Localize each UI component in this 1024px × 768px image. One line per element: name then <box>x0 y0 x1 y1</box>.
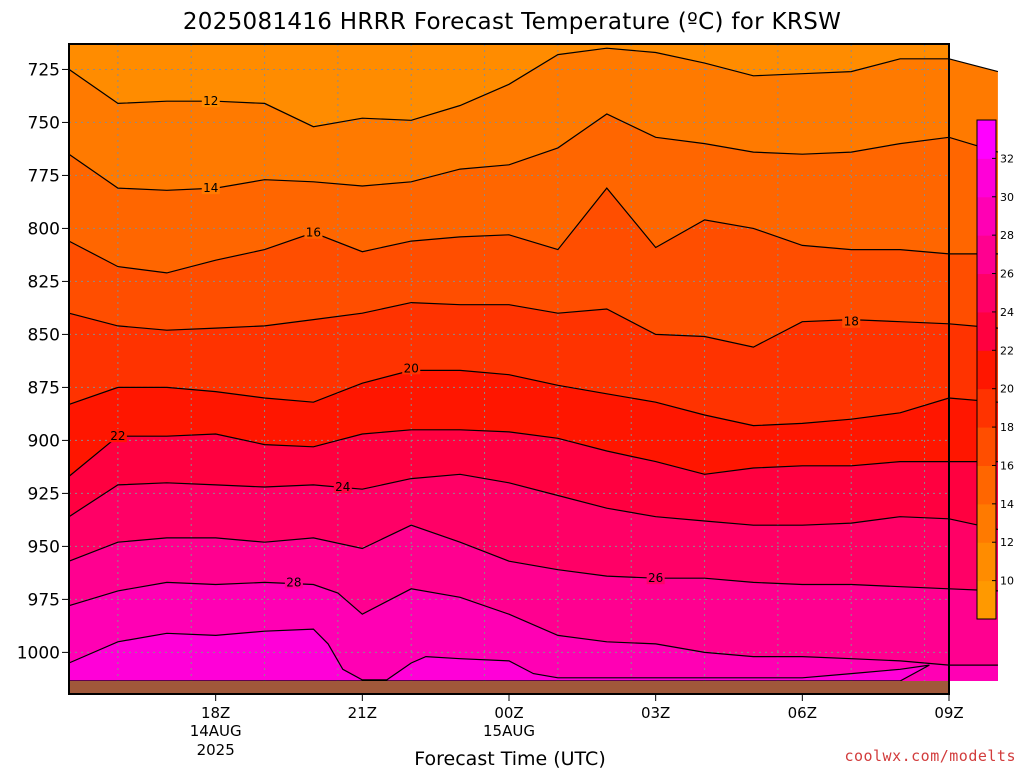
contour-label-bg <box>842 314 861 328</box>
contour-label-22: 22 <box>110 429 125 443</box>
colorbar-label: 26 <box>1000 268 1014 281</box>
colorbar-label: 12 <box>1000 536 1014 549</box>
contour-label-bg <box>646 571 665 585</box>
x-tick-label: 03Z <box>641 704 670 722</box>
credit-text: coolwx.com/modelts <box>844 747 1016 765</box>
contour-line-14 <box>68 113 999 191</box>
contour-lines: 12 14 16 18 20 22 24 26 28 <box>68 47 999 682</box>
x-tick-date: 15AUG <box>483 722 535 740</box>
colorbar-segment <box>977 311 996 351</box>
colorbar-segment <box>977 350 996 390</box>
y-tick-label: 925 <box>28 484 60 504</box>
contour-line-20 <box>68 369 998 427</box>
colorbar-label: 10 <box>1000 575 1014 588</box>
colorbar: 10 12 14 16 18 20 22 24 26 28 30 32 <box>976 119 1014 620</box>
colorbar-label: 22 <box>1000 344 1014 357</box>
y-tick-label: 800 <box>28 219 60 239</box>
colorbar-segment <box>977 158 996 198</box>
contour-label-14: 14 <box>203 181 218 195</box>
colorbar-segment <box>977 580 996 620</box>
contour-label-bg <box>201 94 220 108</box>
y-tick-label: 750 <box>28 113 60 133</box>
colorbar-segment <box>977 120 996 159</box>
contour-line-24 <box>68 473 999 530</box>
surface-band <box>69 681 949 694</box>
y-tick-label: 725 <box>28 60 60 80</box>
chart-title: 2025081416 HRRR Forecast Temperature (ºC… <box>183 9 841 35</box>
y-tick-label: 950 <box>28 537 60 557</box>
contour-label-18: 18 <box>844 315 859 329</box>
colorbar-segment <box>977 465 996 505</box>
x-tick-date: 14AUG <box>190 722 242 740</box>
contour-label-bg <box>333 480 352 494</box>
temperature-band-30-plus <box>69 629 930 681</box>
contour-label-bg <box>304 225 323 239</box>
colorbar-label: 28 <box>1000 229 1014 242</box>
contour-line-16 <box>68 187 998 274</box>
x-axis-title: Forecast Time (UTC) <box>414 748 605 768</box>
contour-label-16: 16 <box>306 226 321 240</box>
y-tick-label: 1000 <box>17 643 60 663</box>
contour-line-26 <box>68 524 998 592</box>
contour-line-28 <box>68 581 998 666</box>
contour-line-30 <box>68 628 930 682</box>
contour-label-12: 12 <box>203 94 218 108</box>
y-tick-label: 775 <box>28 166 60 186</box>
contour-label-26: 26 <box>648 571 663 585</box>
ground-surface <box>69 681 949 694</box>
grid <box>69 44 949 681</box>
contour-label-bg <box>201 181 220 195</box>
contour-line-12 <box>68 47 999 128</box>
colorbar-segment <box>977 196 996 236</box>
contour-label-20: 20 <box>404 361 419 375</box>
colorbar-label: 24 <box>1000 306 1014 319</box>
x-tick-label: 18Z <box>201 704 230 722</box>
contour-label-bg <box>284 575 303 589</box>
x-tick-label: 00Z <box>494 704 523 722</box>
colorbar-segment <box>977 542 996 582</box>
contour-label-bg <box>108 429 127 443</box>
colorbar-segment <box>977 235 996 275</box>
colorbar-segment <box>977 388 996 428</box>
colorbar-segment <box>977 503 996 543</box>
colorbar-label: 14 <box>1000 498 1014 511</box>
plot-area <box>69 44 998 681</box>
y-tick-label: 975 <box>28 590 60 610</box>
x-tick-label: 09Z <box>934 704 963 722</box>
contour-label-24: 24 <box>335 480 350 494</box>
contour-line-22 <box>68 429 998 477</box>
colorbar-label: 30 <box>1000 191 1014 204</box>
contour-label-bg <box>402 361 421 375</box>
colorbar-label: 16 <box>1000 459 1014 472</box>
colorbar-segment <box>977 273 996 313</box>
y-tick-label: 850 <box>28 325 60 345</box>
x-tick-label: 21Z <box>348 704 377 722</box>
colorbar-segment <box>977 427 996 466</box>
x-tick-label: 06Z <box>788 704 817 722</box>
x-tick-year: 2025 <box>197 741 235 759</box>
colorbar-frame <box>976 119 997 620</box>
colorbar-label: 18 <box>1000 421 1014 434</box>
y-tick-label: 875 <box>28 378 60 398</box>
colorbar-label: 20 <box>1000 383 1014 396</box>
contour-label-28: 28 <box>286 575 301 589</box>
axes: 725 750 775 800 825 850 875 900 925 950 975 1000 18Z… <box>17 43 964 759</box>
colorbar-label: 32 <box>1000 152 1014 165</box>
y-tick-label: 900 <box>28 431 60 451</box>
y-tick-label: 825 <box>28 272 60 292</box>
